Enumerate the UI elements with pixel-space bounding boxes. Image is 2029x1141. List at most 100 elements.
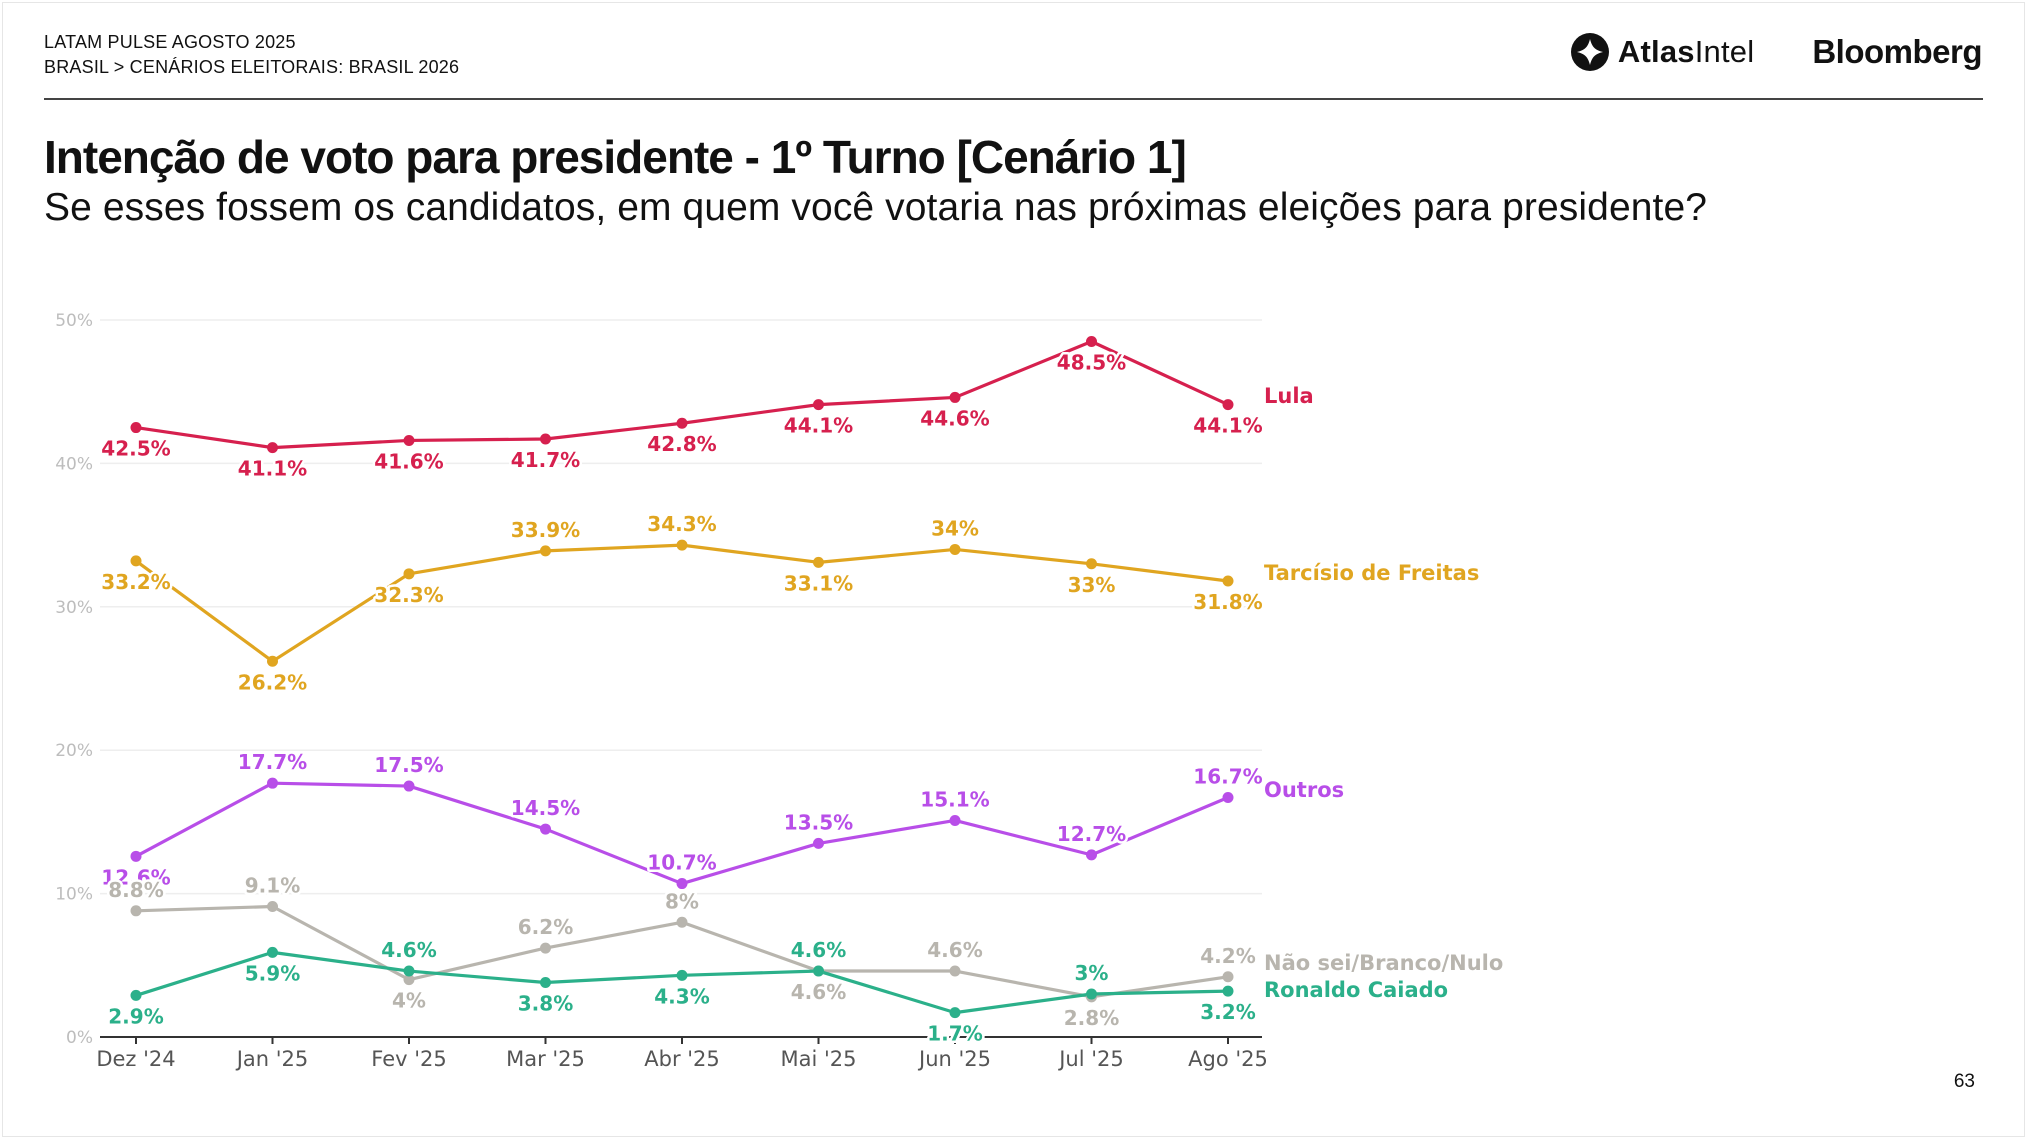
x-tick-label: Jan '25 [235,1047,309,1071]
y-tick-label: 0% [66,1028,93,1048]
atlas-diamond-icon [1570,33,1609,71]
data-label: 5.9% [245,961,300,985]
data-label: 4.3% [654,984,709,1008]
data-point [813,965,824,977]
x-tick-label: Jun '25 [917,1047,991,1071]
data-point [403,965,415,977]
data-point [130,555,142,567]
data-point [540,545,551,557]
data-label: 2.8% [1064,1006,1119,1030]
y-tick-label: 40% [55,454,93,474]
data-label: 17.7% [238,750,307,774]
data-point [1086,558,1097,570]
data-label: 10.7% [647,851,716,875]
data-point [130,989,142,1001]
data-label: 4.6% [381,938,436,962]
data-point [267,777,278,789]
series-name-label: Lula [1264,384,1314,408]
report-header: LATAM PULSE AGOSTO 2025 BRASIL > CENÁRIO… [44,30,459,80]
data-label: 9.1% [245,874,300,898]
data-point [1222,792,1234,804]
x-tick-label: Dez '24 [96,1047,175,1071]
data-label: 32.3% [374,583,443,607]
data-point [676,539,688,551]
header-divider [44,98,1983,100]
x-tick-label: Fev '25 [371,1047,446,1071]
data-label: 2.9% [108,1004,163,1028]
breadcrumb: BRASIL > CENÁRIOS ELEITORAIS: BRASIL 202… [44,57,460,77]
report-name: LATAM PULSE AGOSTO 2025 [44,32,296,52]
data-point [540,977,551,989]
data-point [1086,336,1097,348]
data-label: 4.2% [1200,944,1255,968]
data-label: 33% [1068,573,1116,597]
data-label: 34.3% [647,512,716,536]
data-label: 44.6% [920,406,989,430]
data-point [1222,575,1234,587]
data-point [1222,971,1234,983]
data-label: 44.1% [784,414,853,438]
data-label: 33.2% [101,570,170,594]
data-label: 1.7% [927,1022,982,1046]
data-label: 42.5% [101,437,170,461]
data-point [267,655,278,667]
data-label: 3.8% [518,992,573,1016]
data-point [676,969,688,981]
data-label: 4% [392,989,426,1013]
data-point [813,837,824,849]
y-tick-label: 50% [55,311,93,331]
atlasintel-wordmark: AtlasIntel [1617,34,1755,69]
data-point [403,434,415,446]
data-label: 34% [931,516,979,540]
data-point [403,568,415,580]
data-label: 3% [1075,961,1109,985]
data-label: 12.6% [101,865,170,889]
series-name-label: Ronaldo Caiado [1264,978,1448,1002]
chart-title: Intenção de voto para presidente - 1º Tu… [44,131,1187,183]
series-name-label: Outros [1264,778,1344,802]
data-point [949,814,961,826]
x-tick-label: Mai '25 [781,1047,857,1071]
partner-logos: AtlasIntel Bloomberg [1570,30,1982,74]
data-label: 4.6% [791,938,846,962]
data-label: 17.5% [374,753,443,777]
data-point [813,399,824,411]
data-point [1222,985,1234,997]
data-point [403,780,415,792]
data-label: 4.6% [791,980,846,1004]
data-point [540,433,551,445]
data-point [1086,849,1097,861]
data-label: 16.7% [1193,765,1262,789]
data-point [676,878,688,890]
data-point [267,442,278,454]
data-label: 48.5% [1057,351,1126,375]
data-point [676,916,688,928]
x-tick-label: Mar '25 [506,1047,585,1071]
data-point [267,901,278,913]
data-label: 12.7% [1057,822,1126,846]
data-label: 41.1% [238,457,307,481]
x-tick-label: Jul '25 [1057,1047,1124,1071]
data-label: 8% [665,889,699,913]
data-label: 31.8% [1193,590,1262,614]
data-label: 14.5% [511,796,580,820]
data-point [130,905,142,917]
data-point [267,946,278,958]
data-point [949,965,961,977]
data-point [949,543,961,555]
data-label: 41.6% [374,449,443,473]
data-label: 4.6% [927,938,982,962]
data-point [949,391,961,403]
data-label: 42.8% [647,432,716,456]
data-point [1086,988,1097,1000]
data-point [949,1007,961,1019]
series-name-label: Tarcísio de Freitas [1264,561,1479,585]
data-label: 33.1% [784,571,853,595]
x-tick-label: Ago '25 [1188,1047,1268,1071]
data-point [676,417,688,429]
data-point [813,556,824,568]
page-number: 63 [1953,1071,1975,1092]
data-label: 8.8% [108,878,163,902]
